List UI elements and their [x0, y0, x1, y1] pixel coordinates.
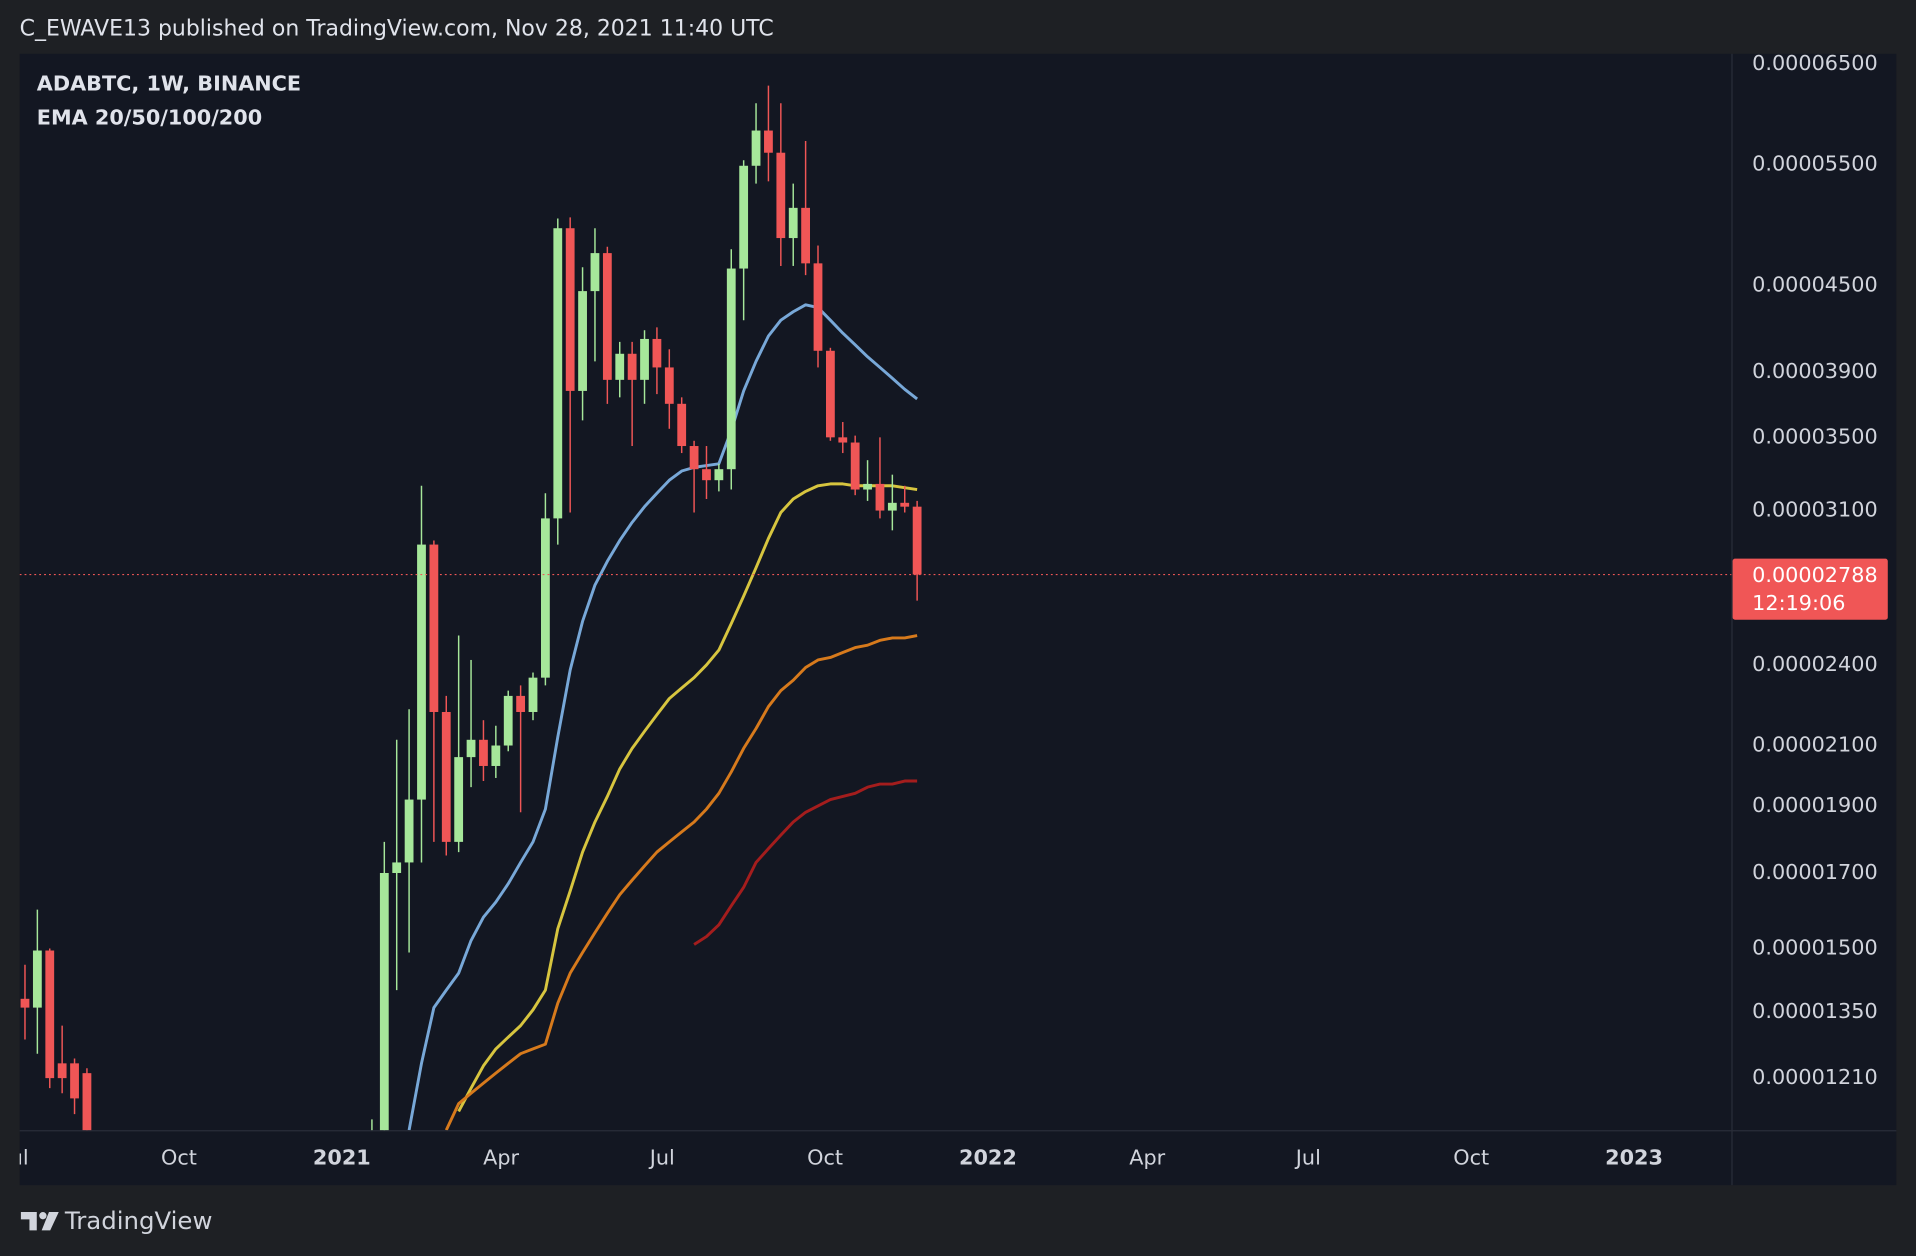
symbol-legend: ADABTC, 1W, BINANCE — [37, 71, 301, 95]
candle-body — [640, 338, 649, 380]
candle-body — [887, 502, 897, 511]
brand-logo — [20, 1212, 59, 1231]
candle-body — [615, 353, 625, 380]
candle-body — [689, 446, 699, 470]
last-price-tag — [1732, 558, 1888, 620]
candle-body — [664, 367, 674, 404]
y-tick-label: 0.00002100 — [1752, 733, 1878, 757]
brand-name: TradingView — [64, 1206, 213, 1235]
candle-body — [788, 207, 798, 239]
candle-body — [726, 268, 736, 470]
candle-body — [677, 403, 687, 447]
chart-panel — [19, 53, 1897, 1186]
countdown-label: 12:19:06 — [1752, 591, 1845, 615]
candle-body — [850, 442, 860, 490]
y-tick-label: 0.00001900 — [1752, 793, 1878, 817]
candle-body — [838, 437, 848, 443]
candle-body — [57, 1063, 67, 1079]
x-tick-label: Apr — [483, 1145, 519, 1169]
y-tick-label: 0.00001500 — [1752, 936, 1878, 960]
candle-body — [751, 130, 761, 166]
logo-slash — [41, 1212, 59, 1231]
candle-body — [528, 677, 538, 712]
candle-body — [404, 799, 414, 863]
candle-body — [652, 338, 662, 368]
candle-body — [578, 291, 587, 391]
candle-body — [503, 695, 513, 746]
y-tick-label: 0.00003100 — [1752, 498, 1878, 522]
candle-body — [516, 695, 526, 712]
ema-line — [407, 303, 919, 1131]
candle-body — [20, 998, 30, 1008]
indicator-legend: EMA 20/50/100/200 — [37, 106, 262, 130]
logo-dot — [39, 1212, 47, 1220]
x-tick-label: 2022 — [959, 1145, 1017, 1169]
x-tick-label: Apr — [1129, 1145, 1165, 1169]
candle-body — [801, 207, 811, 264]
ema-line — [693, 779, 918, 946]
candle-body — [776, 152, 786, 239]
y-tick-label: 0.00002400 — [1752, 652, 1878, 676]
candle-body — [702, 469, 711, 481]
candle-body — [602, 253, 612, 380]
candle-body — [466, 739, 476, 758]
logo-mark — [20, 1212, 37, 1231]
x-tick-label: Oct — [161, 1145, 197, 1169]
candle-body — [417, 544, 426, 800]
candle-body — [379, 872, 389, 1131]
y-tick-label: 0.00005500 — [1752, 152, 1878, 176]
y-tick-label: 0.00003900 — [1752, 359, 1878, 383]
candle-body — [590, 253, 600, 292]
candle-body — [714, 469, 724, 481]
candle-body — [565, 228, 575, 391]
y-tick-label: 0.00006500 — [1752, 51, 1878, 75]
candle-body — [45, 950, 55, 1079]
candle-body — [739, 165, 749, 269]
x-tick-label: 2023 — [1605, 1145, 1663, 1169]
candle-body — [540, 518, 550, 678]
x-tick-label: Jul — [648, 1145, 675, 1169]
candle-body — [479, 739, 488, 766]
last-price-label: 0.00002788 — [1752, 563, 1878, 587]
candle-body — [429, 544, 439, 712]
x-axis-labels: Jul Oct 2021 Apr Jul Oct 2022 Apr Jul Oct 2023 — [2, 1145, 1663, 1169]
plot-area — [19, 85, 1732, 1131]
y-tick-label: 0.00001700 — [1752, 860, 1878, 884]
x-tick-label: Jul — [2, 1145, 29, 1169]
ema-line — [444, 634, 918, 1131]
candle-body — [900, 502, 910, 507]
candle-body — [70, 1063, 79, 1099]
candle-body — [863, 483, 872, 490]
candle-body — [875, 483, 885, 511]
candle-body — [454, 757, 464, 842]
x-tick-label: Oct — [807, 1145, 843, 1169]
x-tick-label: 2021 — [313, 1145, 371, 1169]
candle-body — [32, 950, 42, 1008]
y-tick-label: 0.00003500 — [1752, 424, 1878, 448]
publish-header: C_EWAVE13 published on TradingView.com, … — [20, 16, 774, 41]
ema-line — [457, 482, 918, 1113]
candle-body — [392, 862, 402, 873]
x-tick-label: Jul — [1294, 1145, 1321, 1169]
candle-body — [627, 353, 637, 380]
candle-body — [82, 1073, 92, 1131]
candle-body — [813, 263, 823, 351]
y-tick-label: 0.00004500 — [1752, 273, 1878, 297]
candle-body — [441, 711, 451, 842]
y-tick-label: 0.00001210 — [1752, 1065, 1878, 1089]
candle-body — [553, 228, 563, 519]
x-tick-label: Oct — [1453, 1145, 1489, 1169]
candle-body — [825, 350, 835, 438]
axes: 0.00006500 0.00005500 0.00004500 0.00003900… — [2, 51, 1888, 1169]
candle-body — [491, 745, 501, 766]
candle-body — [912, 506, 922, 575]
y-tick-label: 0.00001350 — [1752, 999, 1878, 1023]
candle-body — [764, 130, 773, 153]
